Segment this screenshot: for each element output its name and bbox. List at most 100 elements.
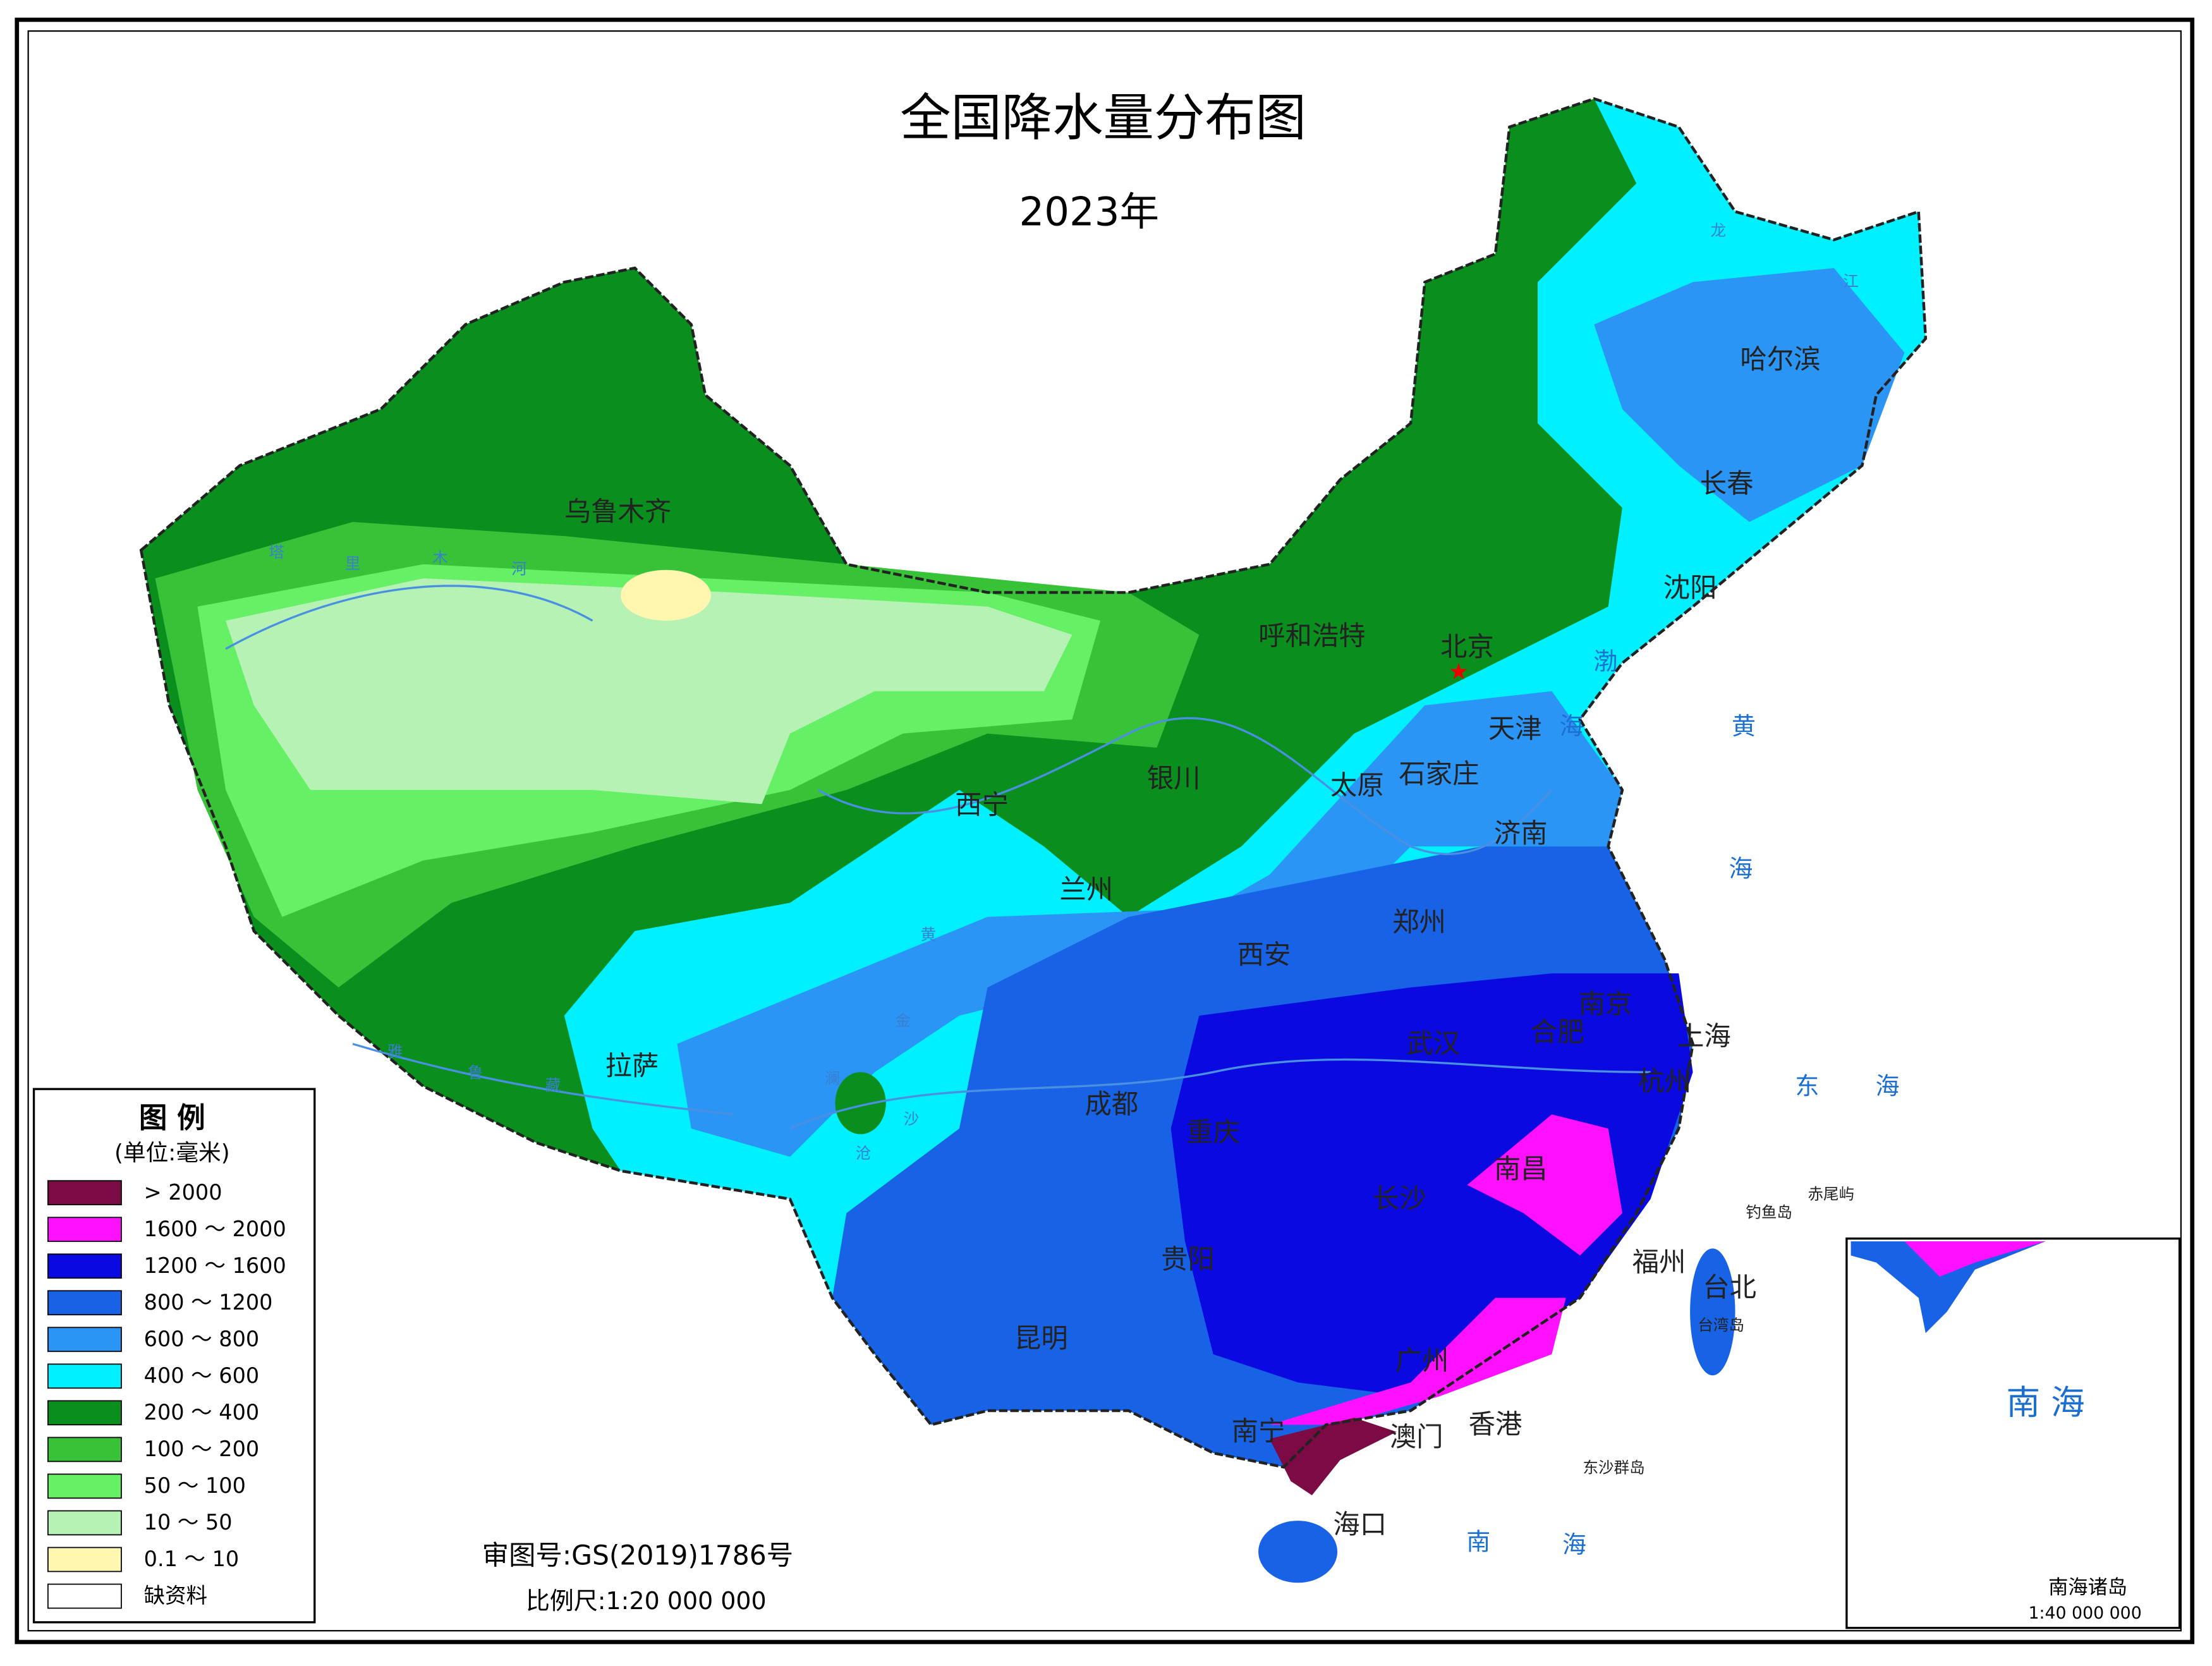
legend-label: 600 ～ 800 xyxy=(144,1327,260,1351)
river-label: 河 xyxy=(511,560,527,578)
river-label: 澜 xyxy=(825,1069,841,1087)
legend-swatch xyxy=(47,1510,122,1536)
city-label: 沈阳 xyxy=(1663,572,1717,603)
precip-zones xyxy=(141,99,1926,1583)
legend-title: 图 例 xyxy=(139,1102,205,1134)
capital-star: ★ xyxy=(1449,659,1469,685)
island-label: 钓鱼岛 xyxy=(1746,1203,1792,1222)
inset-name: 南海诸岛 xyxy=(2048,1576,2127,1599)
legend-label: 10 ～ 50 xyxy=(144,1510,233,1535)
legend-box xyxy=(32,1088,316,1624)
city-label: 杭州 xyxy=(1638,1066,1692,1097)
inset-scale: 1:40 000 000 xyxy=(2028,1603,2141,1623)
legend-label: > 2000 xyxy=(144,1180,222,1205)
city-label: 呼和浩特 xyxy=(1258,620,1366,651)
legend-label: 200 ～ 400 xyxy=(144,1400,260,1425)
legend-label: 100 ～ 200 xyxy=(144,1437,260,1461)
legend-swatch xyxy=(47,1217,122,1243)
legend-label: 0.1 ～ 10 xyxy=(144,1547,240,1571)
legend-swatch xyxy=(47,1547,122,1572)
sea-label: 南 xyxy=(1466,1528,1490,1555)
city-label: 台北 xyxy=(1703,1272,1756,1303)
city-label: 贵阳 xyxy=(1161,1244,1215,1275)
legend-swatch xyxy=(47,1400,122,1426)
sea-label: 东 xyxy=(1795,1072,1819,1100)
city-label: 兰州 xyxy=(1059,874,1113,905)
city-label: 福州 xyxy=(1632,1246,1686,1277)
city-label: 昆明 xyxy=(1014,1323,1068,1354)
subtitle: 2023年 xyxy=(1019,188,1159,234)
legend-swatch xyxy=(47,1290,122,1316)
inset-land xyxy=(1904,1241,2046,1277)
legend-swatch xyxy=(47,1253,122,1279)
legend: > 2000 1600 ～ 2000 1200 ～ 1600 800 ～ 1200 60… xyxy=(47,1180,286,1609)
zone xyxy=(226,578,1073,805)
rivers xyxy=(225,585,1651,1130)
city-label: 香港 xyxy=(1469,1409,1522,1440)
city-label: 武汉 xyxy=(1406,1028,1460,1059)
river-label: 鲁 xyxy=(468,1064,483,1082)
sea-label: 海 xyxy=(1562,1531,1586,1559)
scale: 比例尺:1:20 000 000 xyxy=(526,1587,767,1615)
zone xyxy=(1269,1418,1397,1495)
city-label: 银川 xyxy=(1147,763,1201,794)
legend-label: 50 ～ 100 xyxy=(144,1473,246,1498)
legend-label: 400 ～ 600 xyxy=(144,1363,260,1388)
legend-label: 1600 ～ 2000 xyxy=(144,1217,286,1241)
sea-label: 海 xyxy=(1560,712,1584,740)
city-label: 北京 xyxy=(1440,631,1494,662)
island-label: 赤尾屿 xyxy=(1808,1185,1854,1203)
zone xyxy=(1269,1114,1622,1425)
legend-label: 800 ～ 1200 xyxy=(144,1290,273,1315)
city-label: 广州 xyxy=(1395,1346,1449,1377)
river-label: 藏 xyxy=(545,1076,561,1095)
city-label: 天津 xyxy=(1488,714,1542,745)
city-label: 长沙 xyxy=(1373,1183,1426,1214)
city-label: 郑州 xyxy=(1392,906,1446,937)
legend-label: 1200 ～ 1600 xyxy=(144,1253,286,1278)
city-label: 石家庄 xyxy=(1399,758,1479,789)
river-label: 龙 xyxy=(1710,221,1726,240)
inset-box xyxy=(1845,1237,2181,1629)
legend-swatch xyxy=(47,1327,122,1353)
river-label: 沙 xyxy=(904,1110,920,1128)
river-label: 雅 xyxy=(387,1042,403,1061)
sea-label: 黄 xyxy=(1732,712,1756,740)
city-label: 乌鲁木齐 xyxy=(564,496,672,527)
sea-label: 海 xyxy=(1876,1072,1900,1100)
river-label: 里 xyxy=(345,554,361,573)
city-label: 海口 xyxy=(1333,1509,1387,1540)
city-label: 西宁 xyxy=(955,789,1009,820)
city-label: 南京 xyxy=(1579,988,1632,1019)
river-label: 黄 xyxy=(920,925,936,944)
city-label: 哈尔滨 xyxy=(1740,344,1820,375)
river-label: 金 xyxy=(895,1011,911,1030)
legend-swatch xyxy=(47,1583,122,1609)
city-label: 合肥 xyxy=(1531,1017,1584,1048)
city-label: 济南 xyxy=(1494,818,1548,849)
city-label: 南昌 xyxy=(1494,1153,1548,1184)
inset-land xyxy=(1850,1241,2046,1334)
river-label: 塔 xyxy=(269,543,284,561)
inset-sea: 南 海 xyxy=(2007,1383,2085,1423)
legend-swatch xyxy=(47,1180,122,1206)
city-label: 上海 xyxy=(1677,1021,1731,1052)
island-label: 台湾岛 xyxy=(1698,1316,1744,1334)
island-label: 东沙群岛 xyxy=(1583,1459,1644,1477)
zone xyxy=(621,569,711,621)
legend-unit: (单位:毫米) xyxy=(114,1140,230,1166)
city-label: 澳门 xyxy=(1390,1421,1443,1452)
city-label: 拉萨 xyxy=(605,1050,659,1081)
city-label: 西安 xyxy=(1237,939,1291,970)
legend-swatch xyxy=(47,1473,122,1499)
zone xyxy=(1258,1521,1338,1583)
city-label: 太原 xyxy=(1330,770,1384,801)
title: 全国降水量分布图 xyxy=(900,88,1306,147)
city-label: 成都 xyxy=(1085,1088,1139,1119)
sea-label: 渤 xyxy=(1593,648,1617,676)
river-label: 江 xyxy=(1843,272,1859,290)
legend-swatch xyxy=(47,1437,122,1462)
legend-label: 缺资料 xyxy=(144,1583,207,1608)
zone xyxy=(1170,973,1693,1397)
